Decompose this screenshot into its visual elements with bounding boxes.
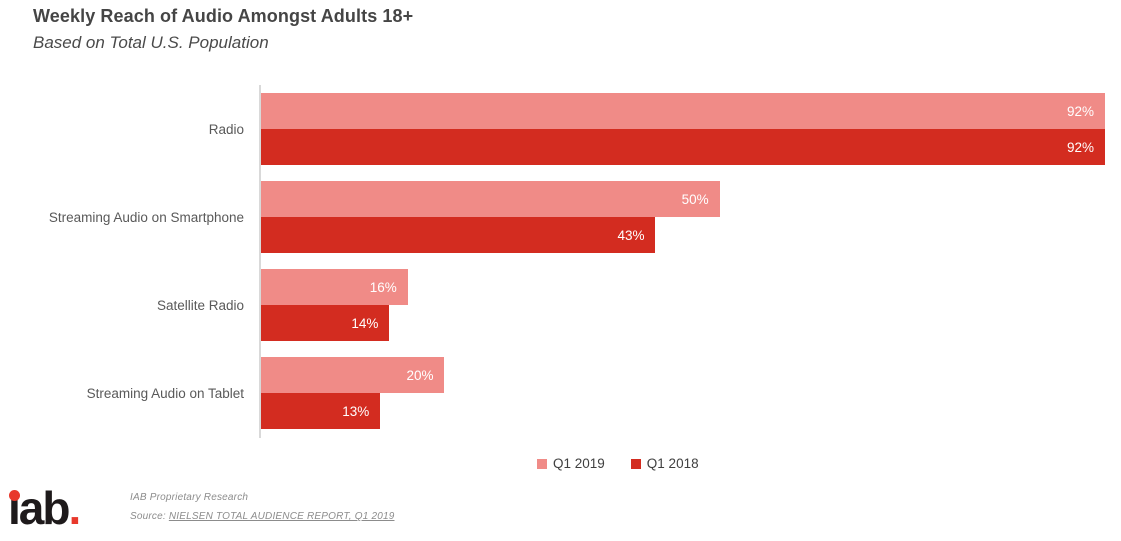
chart-header: Weekly Reach of Audio Amongst Adults 18+… bbox=[33, 6, 413, 53]
bar-pair: 16% 14% bbox=[261, 269, 1105, 341]
legend-item-q1-2018: Q1 2018 bbox=[630, 456, 699, 471]
bar-group: Radio 92% 92% bbox=[0, 93, 1105, 165]
page-title: Weekly Reach of Audio Amongst Adults 18+ bbox=[33, 6, 414, 26]
bar-q1-2018: 43% bbox=[261, 217, 656, 253]
data-label: 14% bbox=[351, 315, 379, 331]
logo-red-period-icon: . bbox=[68, 482, 82, 534]
data-label: 92% bbox=[1066, 103, 1094, 119]
data-label: 13% bbox=[342, 403, 370, 419]
bar-chart: Radio 92% 92% Streaming Audio on Smartphone… bbox=[0, 85, 1105, 438]
bar-q1-2018: 14% bbox=[261, 305, 390, 341]
legend: Q1 2019 Q1 2018 bbox=[537, 456, 699, 471]
data-label: 43% bbox=[617, 227, 645, 243]
bar-q1-2019: 16% bbox=[261, 269, 408, 305]
data-label: 50% bbox=[681, 191, 709, 207]
page-subtitle: Based on Total U.S. Population bbox=[33, 33, 269, 52]
iab-logo: ıab. bbox=[8, 483, 81, 533]
bar-q1-2019: 20% bbox=[261, 357, 445, 393]
vertical-axis-line bbox=[259, 85, 261, 438]
bar-pair: 20% 13% bbox=[261, 357, 1105, 429]
category-label: Streaming Audio on Tablet bbox=[86, 385, 244, 401]
bar-group: Streaming Audio on Smartphone 50% 43% bbox=[0, 181, 1105, 253]
category-label: Satellite Radio bbox=[156, 297, 244, 313]
bar-group: Streaming Audio on Tablet 20% 13% bbox=[0, 357, 1105, 429]
source-prefix: Source: bbox=[130, 511, 169, 522]
bar-q1-2019: 50% bbox=[261, 181, 720, 217]
category-label: Radio bbox=[208, 121, 244, 137]
source-link[interactable]: NIELSEN TOTAL AUDIENCE REPORT, Q1 2019 bbox=[168, 511, 395, 522]
bar-q1-2018: 13% bbox=[261, 393, 381, 429]
bar-pair: 50% 43% bbox=[261, 181, 1105, 253]
bar-group: Satellite Radio 16% 14% bbox=[0, 269, 1105, 341]
footer-source-line: Source: NIELSEN TOTAL AUDIENCE REPORT, Q… bbox=[130, 511, 395, 522]
footer-research-note: IAB Proprietary Research bbox=[130, 492, 249, 503]
category-label: Streaming Audio on Smartphone bbox=[48, 209, 244, 225]
plot-rows: Radio 92% 92% Streaming Audio on Smartphone… bbox=[0, 93, 1105, 429]
legend-item-q1-2019: Q1 2019 bbox=[537, 456, 605, 471]
data-label: 20% bbox=[406, 367, 434, 383]
bar-pair: 92% 92% bbox=[261, 93, 1105, 165]
data-label: 92% bbox=[1066, 139, 1094, 155]
bar-q1-2019: 92% bbox=[261, 93, 1105, 129]
bar-q1-2018: 92% bbox=[261, 129, 1105, 165]
data-label: 16% bbox=[369, 279, 397, 295]
legend-label-q1-2018: Q1 2018 bbox=[646, 456, 699, 471]
logo-red-dot-icon bbox=[9, 490, 20, 501]
footer-notes: IAB Proprietary Research Source: NIELSEN… bbox=[130, 492, 395, 522]
legend-label-q1-2019: Q1 2019 bbox=[553, 456, 605, 471]
legend-swatch-q1-2018 bbox=[630, 458, 641, 469]
legend-swatch-q1-2019 bbox=[537, 458, 547, 469]
